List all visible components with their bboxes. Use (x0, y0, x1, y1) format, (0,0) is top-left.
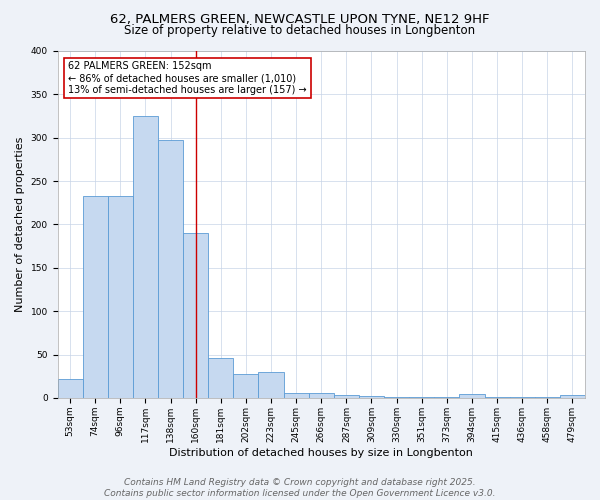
Y-axis label: Number of detached properties: Number of detached properties (15, 137, 25, 312)
Text: Size of property relative to detached houses in Longbenton: Size of property relative to detached ho… (124, 24, 476, 37)
Bar (58, 379, 83, 398)
Bar (259, 372, 284, 398)
Bar (509, 397, 535, 398)
Bar (384, 397, 409, 398)
Bar (560, 396, 585, 398)
Bar (133, 116, 158, 398)
Bar (334, 396, 359, 398)
Bar (359, 396, 384, 398)
Bar (158, 140, 183, 398)
Bar (83, 196, 108, 398)
Text: 62 PALMERS GREEN: 152sqm
← 86% of detached houses are smaller (1,010)
13% of sem: 62 PALMERS GREEN: 152sqm ← 86% of detach… (68, 62, 307, 94)
Bar (309, 392, 334, 398)
Bar (233, 374, 259, 398)
Bar (409, 397, 434, 398)
Bar (183, 233, 208, 398)
Bar (208, 358, 233, 398)
Bar (460, 394, 485, 398)
Bar (434, 397, 460, 398)
Bar (485, 397, 509, 398)
X-axis label: Distribution of detached houses by size in Longbenton: Distribution of detached houses by size … (169, 448, 473, 458)
Text: Contains HM Land Registry data © Crown copyright and database right 2025.
Contai: Contains HM Land Registry data © Crown c… (104, 478, 496, 498)
Bar (535, 397, 560, 398)
Text: 62, PALMERS GREEN, NEWCASTLE UPON TYNE, NE12 9HF: 62, PALMERS GREEN, NEWCASTLE UPON TYNE, … (110, 12, 490, 26)
Bar (284, 392, 309, 398)
Bar (108, 196, 133, 398)
